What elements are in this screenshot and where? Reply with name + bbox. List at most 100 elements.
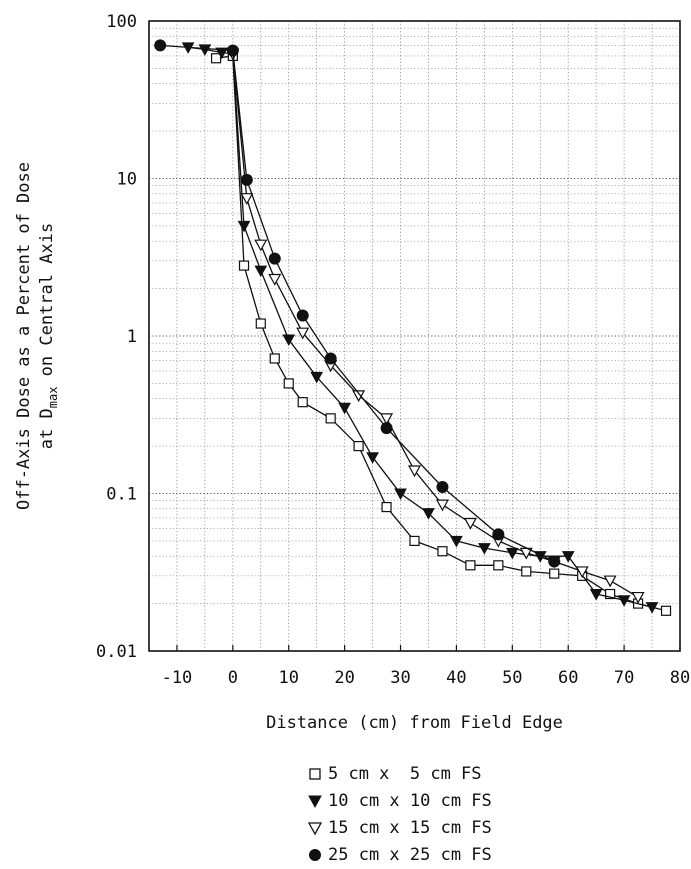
chart: -10 0 10 20 30 40 50 60 70 80 0.01 0.1 1 10 100 Distan…: [14, 12, 690, 733]
x-axis-label: Distance (cm) from Field Edge: [266, 713, 563, 733]
data-point-square: [660, 605, 672, 616]
legend-label: 15 cm x 15 cm FS: [328, 817, 492, 838]
data-point-square: [437, 546, 448, 557]
data-point-triangle-open: [380, 413, 394, 426]
data-point-circle: [240, 173, 253, 186]
x-tick-label: 80: [670, 668, 690, 688]
data-point-triangle-open: [631, 591, 645, 604]
legend-label: 10 cm x 10 cm FS: [328, 790, 492, 811]
series-line: [188, 46, 653, 608]
x-tick-label: 30: [390, 668, 410, 688]
tick-labels: -10 0 10 20 30 40 50 60 70 80 0.01 0.1 1 10 100: [96, 12, 690, 688]
legend-marker-circle-filled-icon: [309, 848, 321, 861]
legend-item-5cm: 5 cm x 5 cm FS: [302, 760, 492, 787]
data-point-triangle-open: [407, 465, 422, 478]
grid: [148, 21, 681, 652]
data-point-circle: [436, 480, 449, 493]
series-2: [181, 42, 659, 614]
legend-marker-triangle-down-open-icon: [307, 821, 323, 835]
series-4: [154, 39, 561, 568]
x-tick-label: 0: [228, 668, 238, 688]
x-tick-label: 60: [558, 668, 578, 688]
series-line: [216, 55, 667, 612]
y-tick-label: 100: [106, 12, 137, 32]
data-point-square: [283, 378, 294, 389]
data-point-triangle-open: [268, 273, 282, 286]
data-point-square: [465, 560, 476, 571]
data-point-triangle-filled: [394, 488, 407, 501]
data-point-square: [605, 588, 616, 600]
data-point-circle: [154, 39, 167, 52]
series-line: [232, 53, 639, 598]
x-tick-label: 40: [446, 668, 466, 688]
x-tick-label: 70: [614, 668, 634, 688]
data-point-circle: [268, 252, 281, 265]
data-point-triangle-filled: [198, 44, 212, 56]
y-axis-label-prefix: at D: [37, 408, 57, 449]
data-point-triangle-open: [463, 517, 477, 530]
data-point-triangle-open: [254, 239, 268, 252]
data-point-triangle-open: [240, 193, 254, 205]
data-point-triangle-open: [435, 499, 449, 512]
data-point-circle: [324, 352, 337, 365]
data-point-triangle-open: [575, 566, 589, 579]
data-point-triangle-filled: [645, 602, 659, 614]
x-tick-label: 10: [278, 668, 298, 688]
data-point-square: [325, 413, 336, 424]
y-axis-label-line1: Off-Axis Dose as a Percent of Dose: [14, 162, 34, 510]
series-line: [160, 44, 555, 563]
data-point-square: [549, 568, 560, 579]
data-point-triangle-filled: [422, 508, 435, 520]
legend-marker-triangle-down-filled-icon: [308, 795, 322, 808]
x-tick-label: -10: [162, 668, 193, 688]
y-axis-label-suffix: on Central Axis: [37, 223, 57, 387]
data-point-triangle-filled: [254, 265, 268, 278]
data-point-circle: [226, 44, 239, 57]
data-point-triangle-filled: [310, 371, 324, 384]
y-axis-label-subscript: max: [46, 387, 60, 409]
y-axis-label-line2: at Dmax on Central Axis: [37, 223, 60, 449]
legend-marker-square-open-icon: [309, 767, 321, 780]
data-point-square: [381, 501, 392, 513]
data-point-circle: [492, 528, 505, 541]
series-3: [226, 48, 645, 604]
y-tick-label: 0.01: [96, 642, 137, 662]
data-point-triangle-filled: [505, 547, 519, 560]
data-point-triangle-filled: [282, 334, 296, 347]
data-point-square: [255, 318, 266, 329]
data-point-triangle-filled: [478, 543, 491, 555]
y-tick-label: 1: [127, 327, 137, 347]
data-point-triangle-filled: [338, 402, 351, 415]
data-point-triangle-filled: [450, 535, 463, 548]
data-point-square: [409, 535, 420, 547]
series-layer: [154, 39, 672, 616]
legend-label: 25 cm x 25 cm FS: [328, 844, 492, 865]
data-point-square: [269, 353, 280, 364]
legend-label: 5 cm x 5 cm FS: [328, 763, 482, 784]
data-point-square: [353, 440, 364, 452]
data-point-square: [210, 53, 222, 64]
legend-item-10cm: 10 cm x 10 cm FS: [302, 787, 492, 814]
data-point-triangle-filled: [366, 452, 379, 464]
data-point-square: [521, 566, 532, 577]
data-point-square: [297, 397, 308, 408]
data-point-circle: [548, 555, 561, 568]
data-point-triangle-filled: [215, 47, 229, 60]
data-point-triangle-open: [603, 575, 617, 588]
y-tick-label: 0.1: [106, 485, 137, 505]
data-point-circle: [380, 422, 393, 435]
data-point-triangle-filled: [237, 220, 251, 233]
data-point-triangle-filled: [561, 551, 575, 563]
data-point-triangle-open: [296, 327, 310, 340]
legend-item-25cm: 25 cm x 25 cm FS: [302, 841, 492, 868]
series-1: [210, 50, 672, 616]
data-point-triangle-filled: [617, 595, 631, 607]
y-tick-label: 10: [117, 170, 137, 190]
legend-item-15cm: 15 cm x 15 cm FS: [302, 814, 492, 841]
y-axis-label: Off-Axis Dose as a Percent of Dose at Dm…: [14, 162, 60, 510]
x-tick-label: 50: [502, 668, 522, 688]
data-point-square: [493, 560, 504, 571]
plot-frame: [148, 20, 681, 652]
data-point-triangle-filled: [589, 589, 603, 601]
data-point-circle: [296, 309, 309, 322]
